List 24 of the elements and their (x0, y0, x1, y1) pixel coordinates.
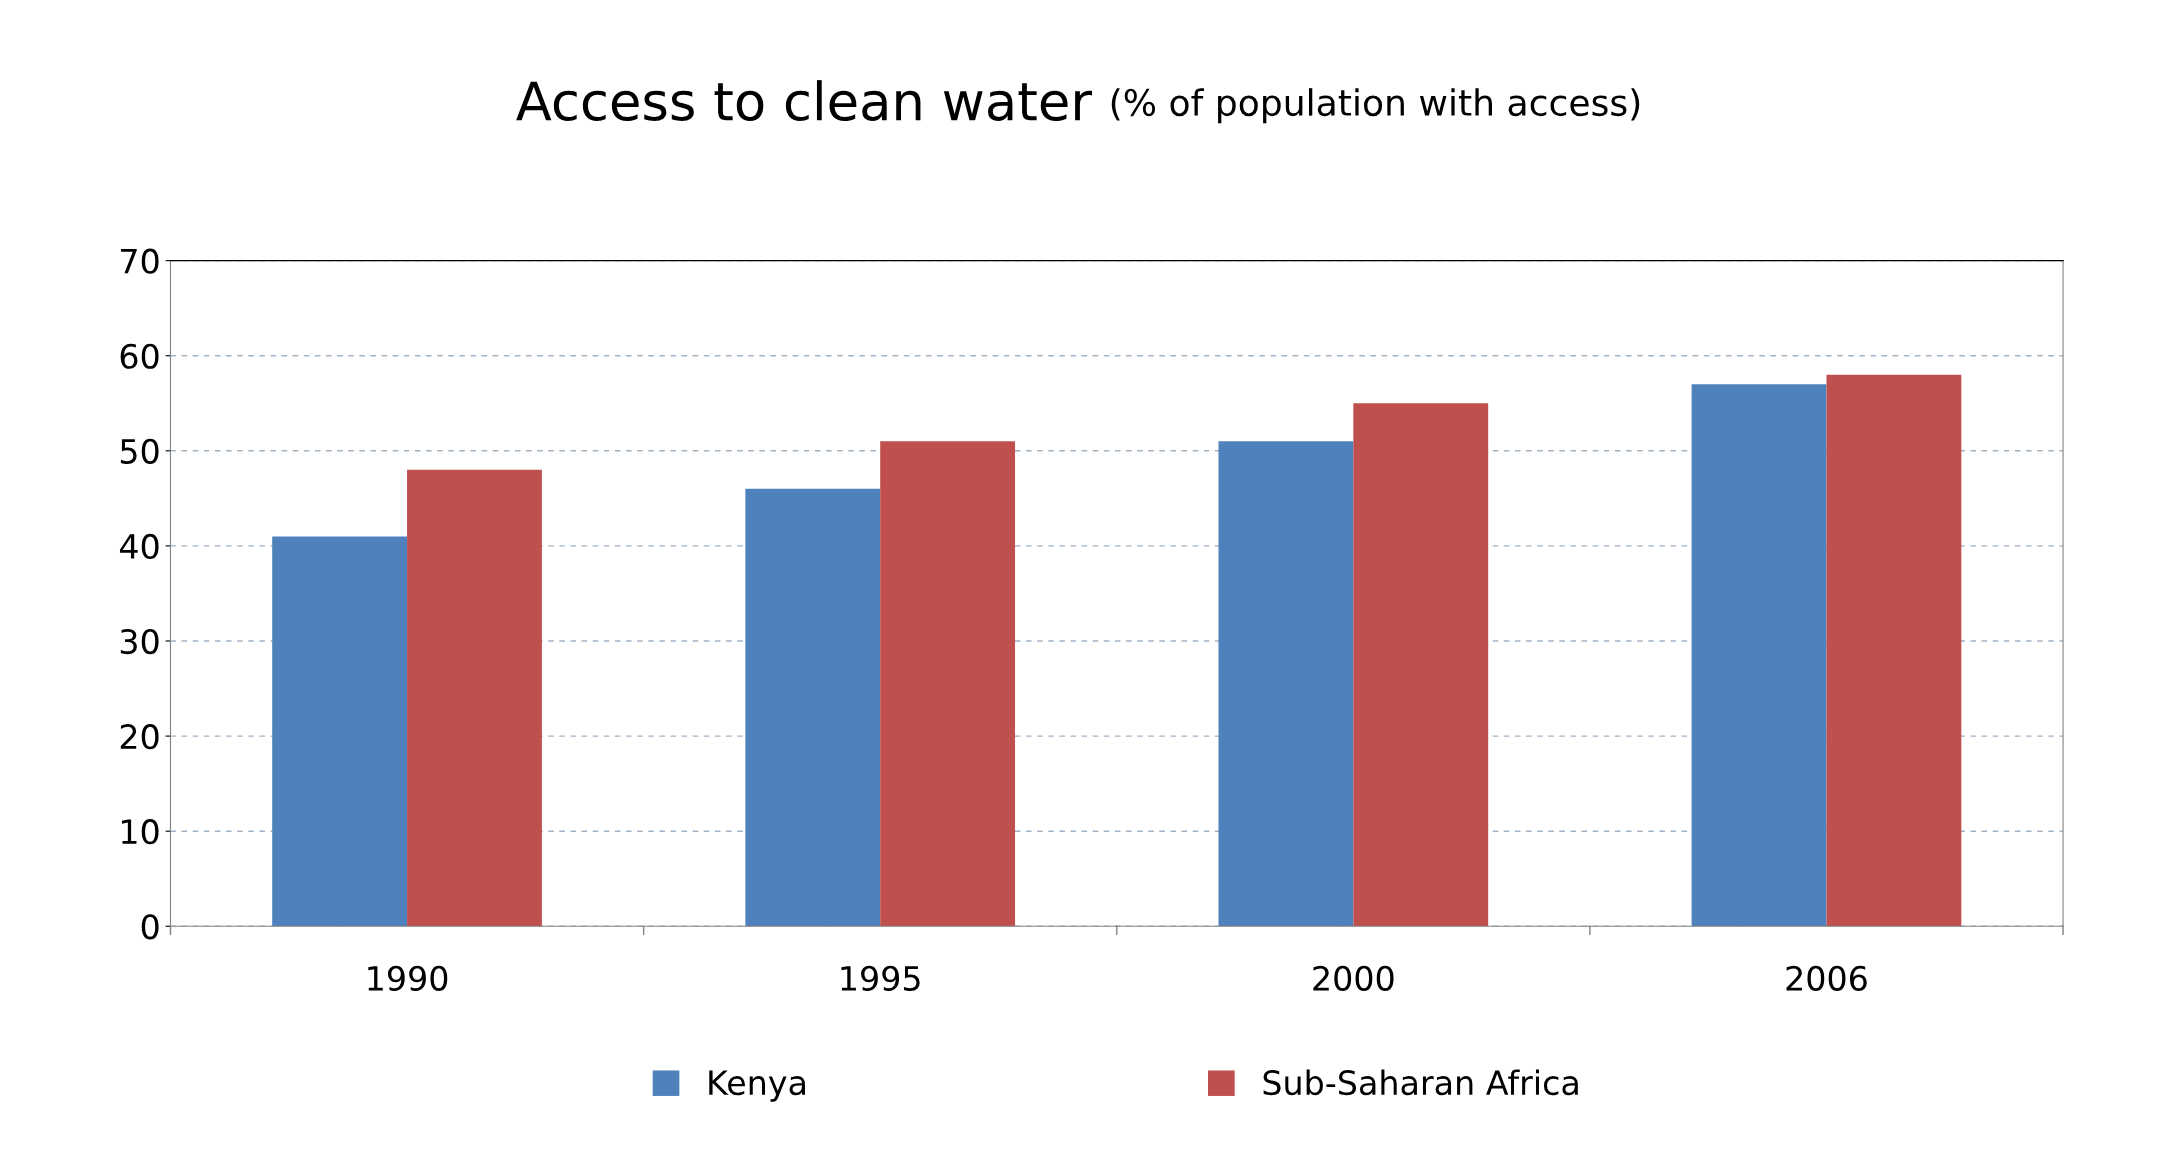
chart-subtitle: (% of population with access) (1111, 88, 1640, 124)
bar (1218, 441, 1354, 927)
bar (1826, 374, 1962, 927)
x-tick-label: 2006 (1786, 965, 1867, 991)
y-tick-label: 60 (120, 343, 159, 369)
bar (745, 488, 881, 927)
bar (407, 469, 542, 927)
y-tick-label: 70 (121, 248, 159, 274)
y-tick-label: 30 (120, 628, 159, 655)
chart-title: Access to clean water (516, 80, 1093, 121)
bar (1353, 403, 1489, 927)
y-tick-label: 50 (120, 438, 159, 464)
x-tick-label: 1995 (841, 965, 920, 991)
x-tick-label: 2000 (1313, 965, 1394, 991)
y-tick-label: 0 (141, 914, 159, 940)
bar (880, 441, 1016, 927)
y-tick-label: 20 (120, 724, 159, 750)
x-tick-label: 1990 (368, 965, 448, 991)
y-tick-label: 10 (122, 819, 159, 845)
legend-label: Sub-Saharan Africa (1263, 1069, 1578, 1096)
y-tick-label: 40 (119, 533, 159, 560)
bar (1691, 384, 1827, 927)
bar (272, 536, 408, 927)
legend-label: Kenya (709, 1070, 805, 1102)
